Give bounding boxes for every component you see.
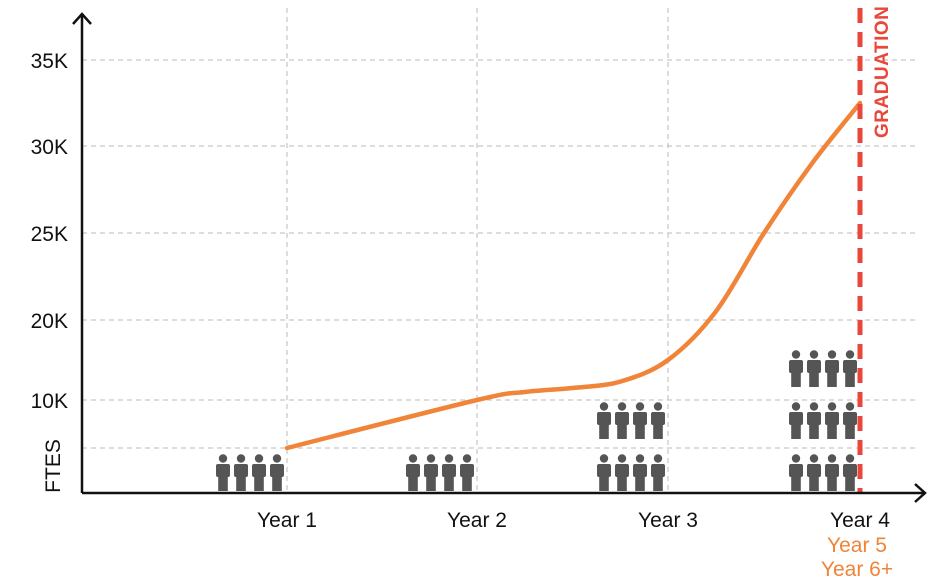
series-layer (284, 8, 863, 493)
person-icon (843, 350, 857, 387)
person-icon (825, 350, 839, 387)
y-tick-label: 10K (31, 390, 68, 413)
person-icon (234, 454, 248, 491)
person-icon (252, 454, 266, 491)
person-icon (633, 402, 647, 439)
axis-labels: GRADUATION 10K 20K 25K 30K 35K FTES Year 1 Year … (31, 6, 893, 581)
x-tick-label-extra: Year 6+ (821, 558, 893, 581)
y-axis-arrow (72, 12, 92, 25)
person-icon (807, 402, 821, 439)
cohort-group (789, 350, 857, 491)
x-tick-label-extra: Year 5 (827, 534, 887, 557)
y-tick-label: 25K (31, 223, 68, 246)
person-icon (615, 402, 629, 439)
x-axis-arrow (914, 483, 927, 503)
person-icon (460, 454, 474, 491)
person-icon (789, 350, 803, 387)
person-icon (424, 454, 438, 491)
cohort-group (597, 402, 665, 491)
person-icon (216, 454, 230, 491)
x-tick-label: Year 2 (447, 509, 507, 532)
student-cohort-icons (216, 350, 857, 491)
y-tick-label: 35K (31, 50, 68, 73)
person-icon (597, 402, 611, 439)
y-axis-title: FTES (42, 439, 65, 493)
y-tick-label: 30K (31, 136, 68, 159)
y-tick-label: 20K (31, 310, 68, 333)
person-icon (807, 454, 821, 491)
person-icon (270, 454, 284, 491)
x-tick-label: Year 1 (257, 509, 317, 532)
person-icon (843, 454, 857, 491)
cohort-group (216, 454, 284, 491)
person-icon (825, 402, 839, 439)
person-icon (406, 454, 420, 491)
person-icon (633, 454, 647, 491)
person-icon (843, 402, 857, 439)
person-icon (651, 402, 665, 439)
person-icon (825, 454, 839, 491)
x-tick-label: Year 3 (638, 509, 698, 532)
cohort-group (406, 454, 474, 491)
person-icon (615, 454, 629, 491)
person-icon (597, 454, 611, 491)
person-icon (442, 454, 456, 491)
person-icon (651, 454, 665, 491)
x-tick-label: Year 4 (830, 509, 890, 532)
person-icon (789, 402, 803, 439)
graduation-label: GRADUATION (872, 6, 893, 138)
grid-layer (82, 8, 915, 493)
ftes-series-line (284, 100, 863, 451)
axes (72, 12, 927, 503)
person-icon (807, 350, 821, 387)
person-icon (789, 454, 803, 491)
